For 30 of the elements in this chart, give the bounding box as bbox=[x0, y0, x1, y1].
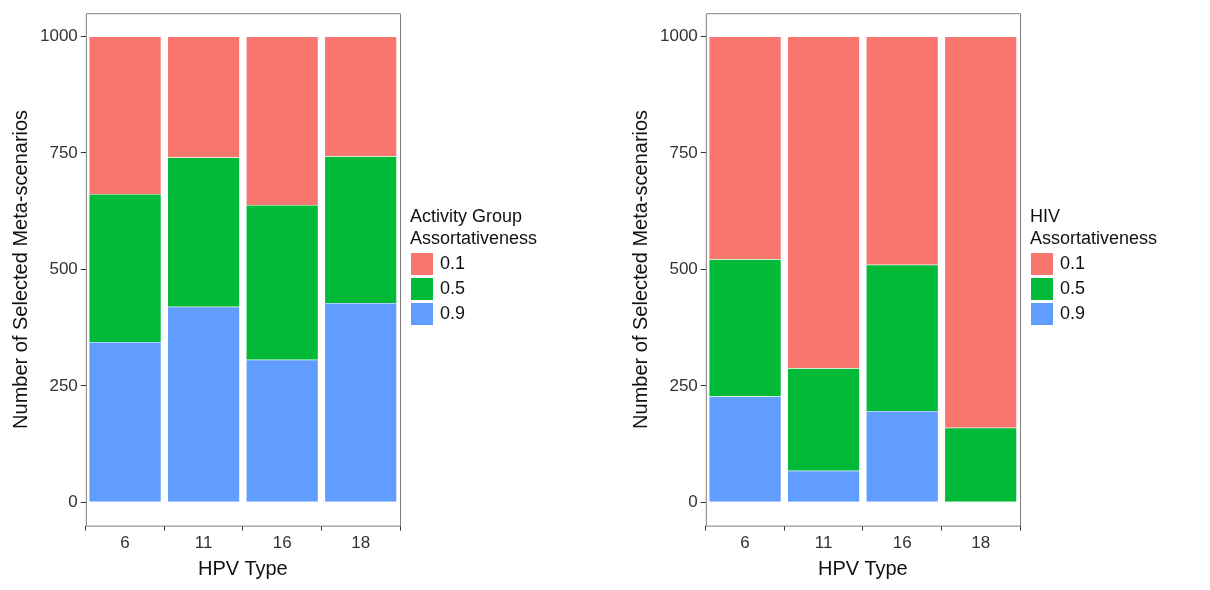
y-axis-title: Number of Selected Meta-scenarios bbox=[628, 109, 651, 429]
y-tick-label: 750 bbox=[49, 142, 78, 162]
y-tick-label: 500 bbox=[669, 259, 698, 279]
text: 0.9 bbox=[440, 303, 466, 324]
legend-title: Activity Group Assortativeness bbox=[410, 205, 539, 249]
x-tick-label: 18 bbox=[351, 533, 371, 553]
x-tick-label: 16 bbox=[892, 533, 912, 553]
y-tick-label: 250 bbox=[669, 375, 698, 395]
legend-title: HIV Assortativeness bbox=[1030, 205, 1159, 249]
legend-label: 0.5 bbox=[1060, 278, 1086, 299]
x-tick-label: 11 bbox=[814, 533, 833, 553]
x-tick-label: 18 bbox=[971, 533, 991, 553]
legend-label: 0.5 bbox=[440, 278, 466, 299]
y-tick-label: 1000 bbox=[659, 26, 698, 46]
text: 0.1 bbox=[1060, 253, 1086, 274]
x-tick-label: 16 bbox=[272, 533, 292, 553]
y-tick-label: 250 bbox=[49, 375, 78, 395]
x-axis-title: HPV Type bbox=[818, 556, 908, 579]
y-tick-label: 0 bbox=[68, 492, 78, 511]
x-tick-label: 6 bbox=[740, 533, 750, 553]
x-axis-title: HPV Type bbox=[198, 556, 288, 579]
y-axis-title: Number of Selected Meta-scenarios bbox=[8, 109, 31, 429]
y-tick-label: 1000 bbox=[39, 26, 78, 46]
y-tick-label: 750 bbox=[669, 142, 698, 162]
y-tick-label: 500 bbox=[49, 259, 78, 279]
legend-label: 0.9 bbox=[1060, 303, 1086, 324]
legend-label: 0.1 bbox=[440, 253, 466, 274]
x-tick-label: 11 bbox=[194, 533, 213, 553]
y-tick-label: 0 bbox=[688, 492, 698, 511]
x-tick-label: 6 bbox=[120, 533, 130, 553]
